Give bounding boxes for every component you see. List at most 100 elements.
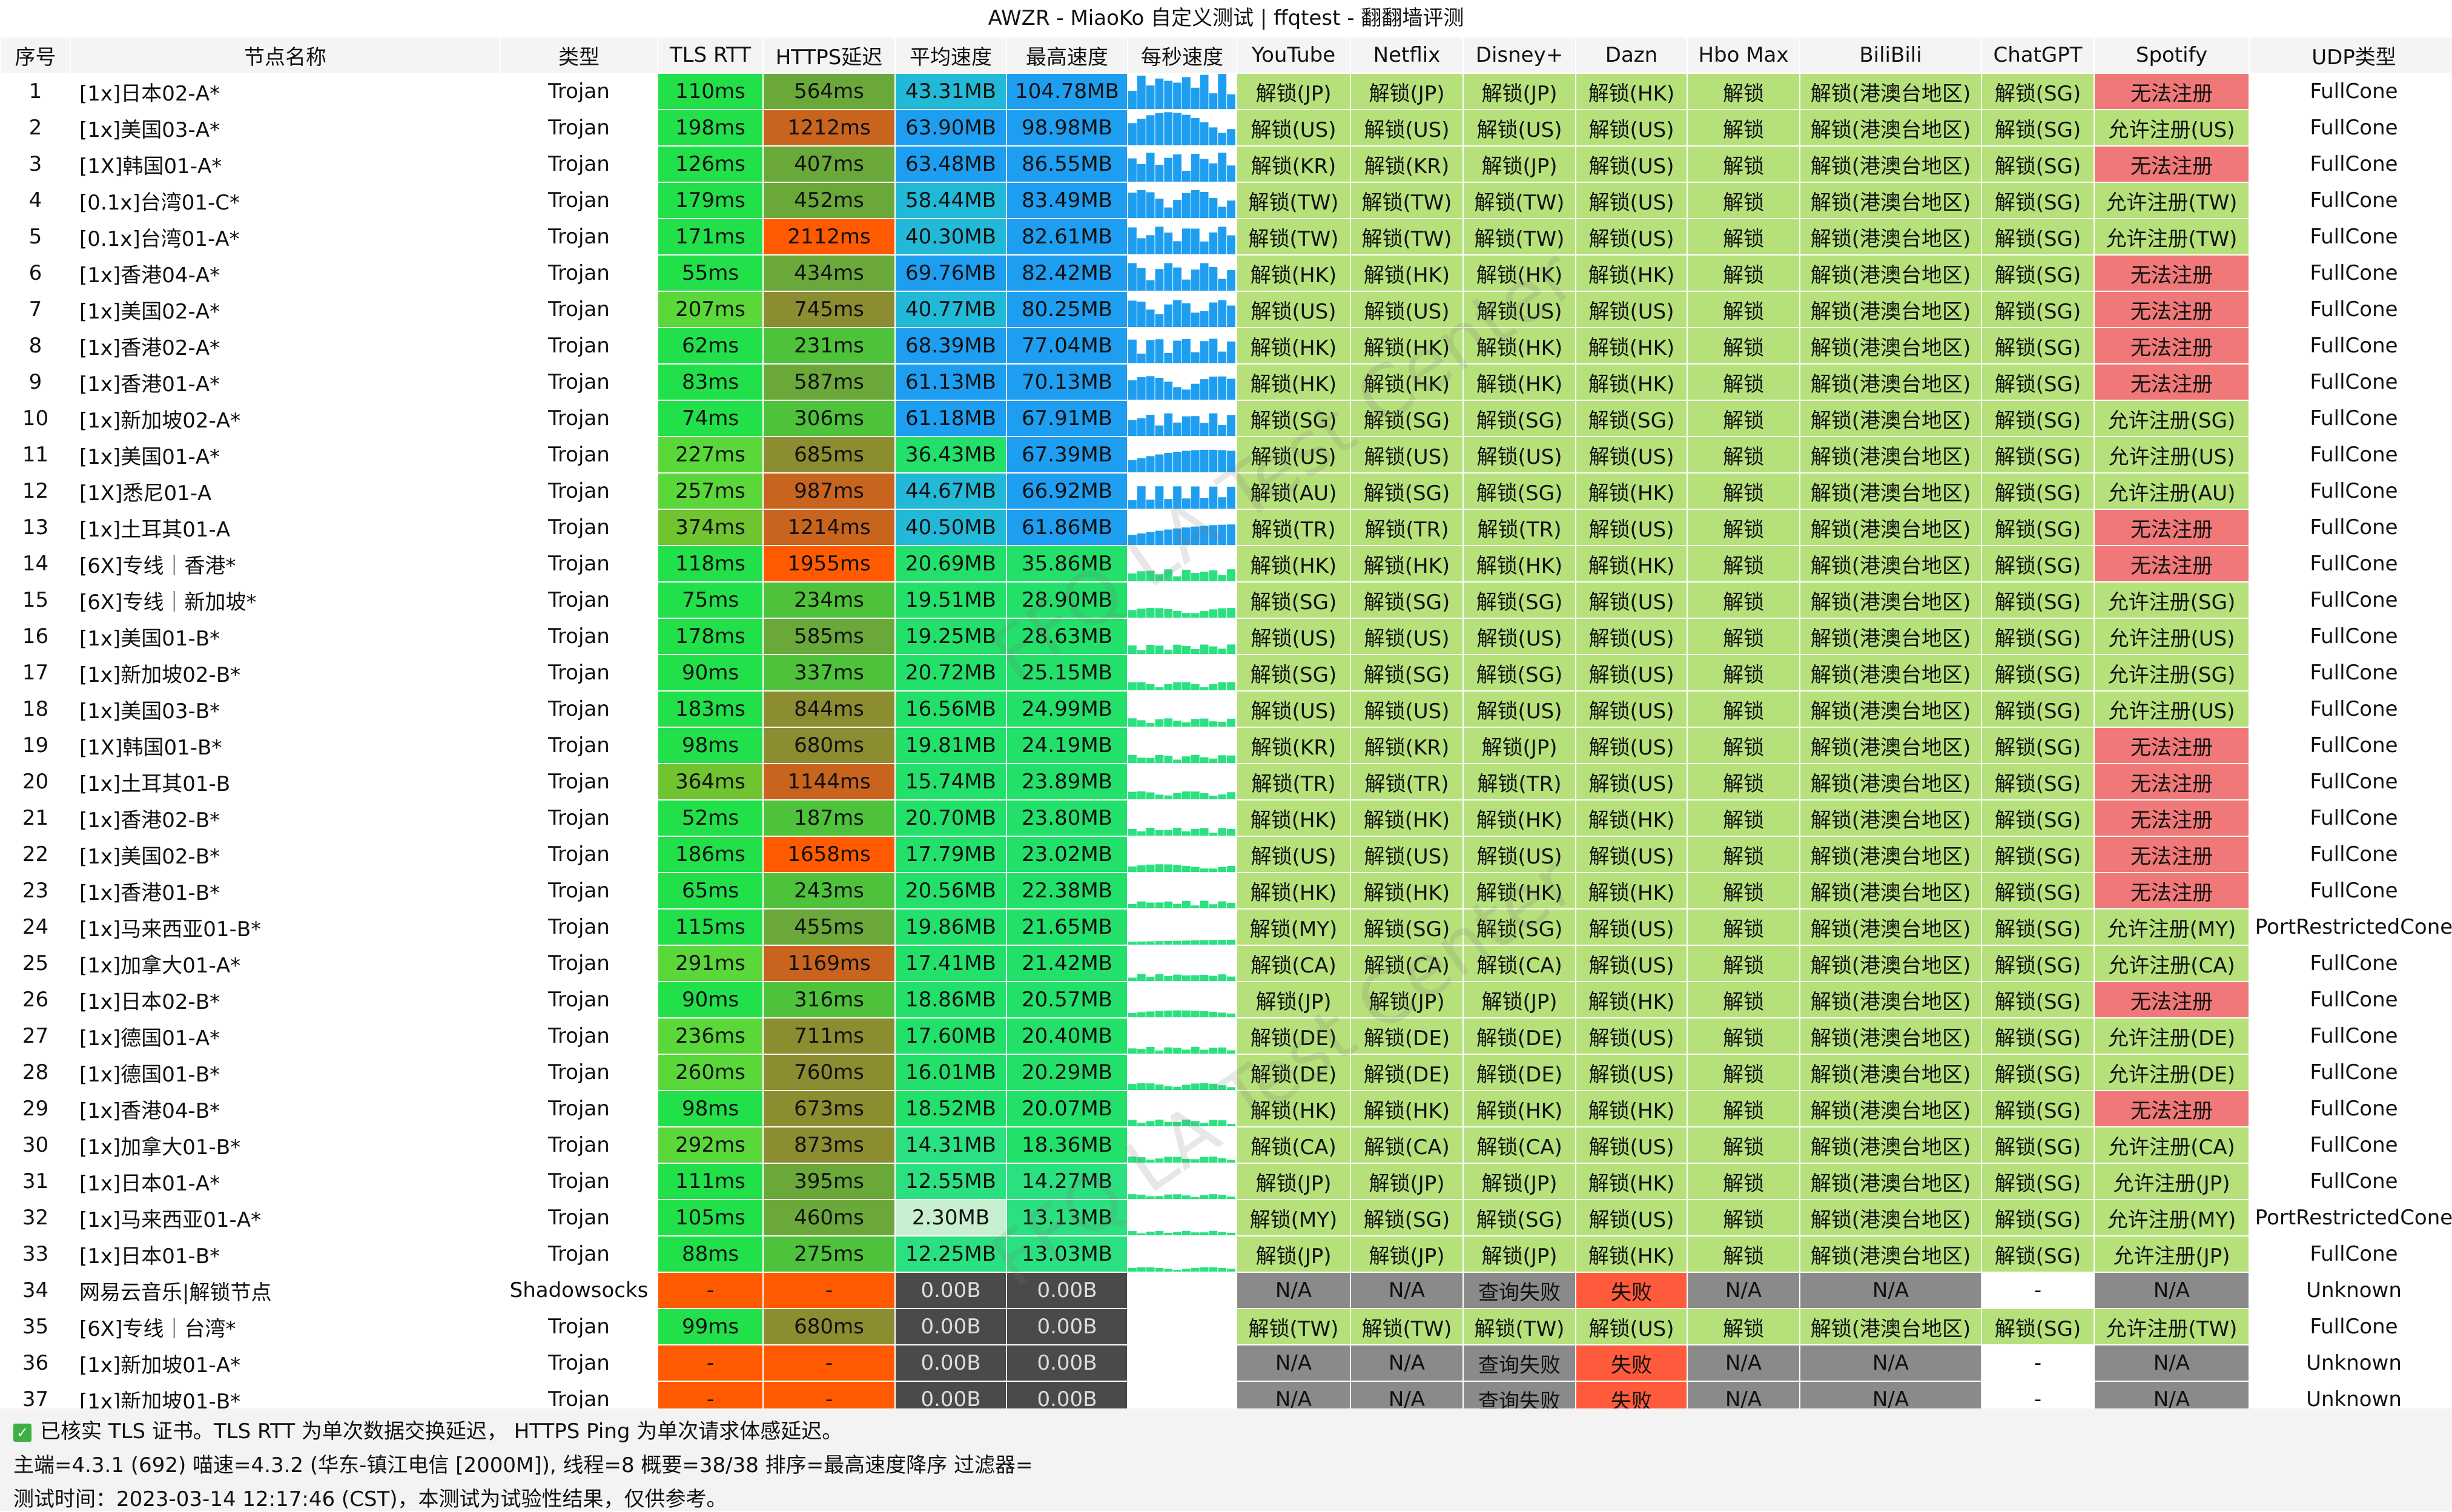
table-row[interactable]: 4 [0.1x]台湾01-C* Trojan 179ms 452ms 58.44MB 83.… — [0, 182, 2452, 219]
col-dazn-header[interactable]: Dazn — [1575, 36, 1688, 74]
table-row[interactable]: 15 [6X]专线｜新加坡* Trojan 75ms 234ms 19.51MB 28.90… — [0, 581, 2452, 619]
table-row[interactable]: 29 [1x]香港04-B* Trojan 98ms 673ms 18.52MB 20.07… — [0, 1090, 2452, 1127]
table-row[interactable]: 10 [1x]新加坡02-A* Trojan 74ms 306ms 61.18MB 67.9… — [0, 400, 2452, 437]
index-cell: 19 — [0, 727, 71, 764]
dazn-cell: 解锁(US) — [1575, 1054, 1688, 1091]
table-row[interactable]: 23 [1x]香港01-B* Trojan 65ms 243ms 20.56MB 22.38… — [0, 872, 2452, 910]
tls-rtt-cell: 74ms — [657, 400, 764, 437]
table-row[interactable]: 19 [1X]韩国01-B* Trojan 98ms 680ms 19.81MB 24.19… — [0, 727, 2452, 764]
node-name-cell: [1x]日本01-B* — [70, 1235, 501, 1273]
table-row[interactable]: 27 [1x]德国01-A* Trojan 236ms 711ms 17.60MB 20.4… — [0, 1017, 2452, 1055]
table-row[interactable]: 28 [1x]德国01-B* Trojan 260ms 760ms 16.01MB 20.2… — [0, 1054, 2452, 1091]
speed-bar — [1182, 416, 1191, 435]
table-row[interactable]: 34 网易云音乐|解锁节点 Shadowsocks - -0.00B 0.00B N/A N/… — [0, 1272, 2452, 1309]
table-row[interactable]: 25 [1x]加拿大01-A* Trojan 291ms 1169ms 17.41MB 21… — [0, 945, 2452, 982]
table-row[interactable]: 22 [1x]美国02-B* Trojan 186ms 1658ms 17.79MB 23.… — [0, 836, 2452, 873]
col-max-speed-header[interactable]: 最高速度 — [1006, 36, 1128, 74]
col-avg-speed-header[interactable]: 平均速度 — [894, 36, 1007, 74]
speed-bar — [1173, 1010, 1182, 1017]
table-row[interactable]: 31 [1x]日本01-A* Trojan 111ms 395ms 12.55MB 14.2… — [0, 1163, 2452, 1200]
table-row[interactable]: 36 [1x]新加坡01-A* Trojan - -0.00B 0.00B N/A N/A 查询… — [0, 1344, 2452, 1382]
col-spotify-header[interactable]: Spotify — [2093, 36, 2250, 74]
https-latency-cell: 434ms — [762, 254, 896, 292]
table-row[interactable]: 20 [1x]土耳其01-B Trojan 364ms 1144ms 15.74MB 23.… — [0, 763, 2452, 801]
speed-bar — [1227, 1050, 1235, 1053]
table-row[interactable]: 13 [1x]土耳其01-A Trojan 374ms 1214ms 40.50MB 61.… — [0, 509, 2452, 546]
table-row[interactable]: 24 [1x]马来西亚01-B* Trojan 115ms 455ms 19.86MB 21… — [0, 908, 2452, 946]
spotify-cell: 无法注册 — [2093, 254, 2250, 292]
table-row[interactable]: 11 [1x]美国01-A* Trojan 227ms 685ms 36.43MB 67.3… — [0, 436, 2452, 474]
max-speed-cell: 24.99MB — [1006, 690, 1128, 728]
col-netflix-header[interactable]: Netflix — [1350, 36, 1464, 74]
col-https-latency-header[interactable]: HTTPS延迟 — [762, 36, 896, 74]
speed-bar — [1129, 1231, 1137, 1235]
per-second-speed-cell — [1127, 472, 1237, 510]
speed-bar — [1182, 756, 1191, 762]
udp-type-cell: FullCone — [2249, 763, 2452, 801]
table-row[interactable]: 9 [1x]香港01-A* Trojan 83ms 587ms 61.13MB 70.13M… — [0, 363, 2452, 401]
col-disney-header[interactable]: Disney+ — [1462, 36, 1576, 74]
col-tls-rtt-header[interactable]: TLS RTT — [657, 36, 764, 74]
table-row[interactable]: 33 [1x]日本01-B* Trojan 88ms 275ms 12.25MB 13.03… — [0, 1235, 2452, 1273]
index-cell: 2 — [0, 109, 71, 147]
col-index-header[interactable]: 序号 — [0, 36, 71, 74]
table-row[interactable]: 5 [0.1x]台湾01-A* Trojan 171ms 2112ms 40.30MB 82… — [0, 218, 2452, 256]
speed-bar — [1146, 570, 1155, 581]
col-type-header[interactable]: 类型 — [500, 36, 658, 74]
speed-bar — [1209, 1012, 1218, 1017]
table-row[interactable]: 14 [6X]专线｜香港* Trojan 118ms 1955ms 20.69MB 35.8… — [0, 545, 2452, 583]
node-name-cell: [1x]美国03-B* — [70, 690, 501, 728]
col-hbo-max-header[interactable]: Hbo Max — [1687, 36, 1800, 74]
speed-bar — [1137, 941, 1146, 944]
table-row[interactable]: 1 [1x]日本02-A* Trojan 110ms 564ms 43.31MB 104.7… — [0, 73, 2452, 110]
speed-bar — [1155, 78, 1164, 108]
table-row[interactable]: 2 [1x]美国03-A* Trojan 198ms 1212ms 63.90MB 98.9… — [0, 109, 2452, 147]
type-cell: Shadowsocks — [500, 1272, 658, 1309]
table-row[interactable]: 16 [1x]美国01-B* Trojan 178ms 585ms 19.25MB 28.6… — [0, 618, 2452, 655]
col-youtube-header[interactable]: YouTube — [1236, 36, 1351, 74]
index-cell: 25 — [0, 945, 71, 982]
speed-bar — [1227, 1232, 1235, 1235]
speed-bar — [1182, 77, 1191, 108]
index-cell: 22 — [0, 836, 71, 873]
speed-bar — [1155, 1196, 1164, 1198]
table-row[interactable]: 3 [1X]韩国01-A* Trojan 126ms 407ms 63.48MB 86.55… — [0, 145, 2452, 183]
table-row[interactable]: 26 [1x]日本02-B* Trojan 90ms 316ms 18.86MB 20.57… — [0, 981, 2452, 1018]
table-row[interactable]: 30 [1x]加拿大01-B* Trojan 292ms 873ms 14.31MB 18.… — [0, 1126, 2452, 1164]
table-row[interactable]: 18 [1x]美国03-B* Trojan 183ms 844ms 16.56MB 24.9… — [0, 690, 2452, 728]
netflix-cell: 解锁(HK) — [1350, 327, 1464, 365]
col-node-name-header[interactable]: 节点名称 — [70, 36, 501, 74]
hbo-max-cell: 解锁 — [1687, 509, 1800, 546]
udp-type-cell: FullCone — [2249, 363, 2452, 401]
speed-bar — [1155, 574, 1164, 581]
netflix-cell: 解锁(SG) — [1350, 654, 1464, 692]
table-row[interactable]: 35 [6X]专线｜台湾* Trojan 99ms 680ms 0.00B 0.00B 解锁(… — [0, 1308, 2452, 1345]
table-row[interactable]: 6 [1x]香港04-A* Trojan 55ms 434ms 69.76MB 82.42M… — [0, 254, 2452, 292]
col-udp-type-header[interactable]: UDP类型 — [2249, 36, 2452, 74]
table-row[interactable]: 7 [1x]美国02-A* Trojan 207ms 745ms 40.77MB 80.25… — [0, 291, 2452, 328]
table-row[interactable]: 21 [1x]香港02-B* Trojan 52ms 187ms 20.70MB 23.80… — [0, 799, 2452, 837]
speed-bar — [1218, 649, 1227, 653]
speed-bar — [1182, 1010, 1191, 1017]
speed-bar — [1155, 454, 1164, 472]
speed-bar — [1227, 755, 1235, 762]
table-row[interactable]: 8 [1x]香港02-A* Trojan 62ms 231ms 68.39MB 77.04M… — [0, 327, 2452, 365]
table-row[interactable]: 32 [1x]马来西亚01-A* Trojan 105ms 460ms 2.30MB 13.… — [0, 1199, 2452, 1236]
table-row[interactable]: 17 [1x]新加坡02-B* Trojan 90ms 337ms 20.72MB 25.1… — [0, 654, 2452, 692]
udp-type-cell: FullCone — [2249, 1126, 2452, 1164]
hbo-max-cell: 解锁 — [1687, 254, 1800, 292]
https-latency-cell: 2112ms — [762, 218, 896, 256]
index-cell: 36 — [0, 1344, 71, 1382]
speed-bar — [1227, 1160, 1235, 1162]
avg-speed-cell: 68.39MB — [894, 327, 1007, 365]
col-chatgpt-header[interactable]: ChatGPT — [1981, 36, 2095, 74]
col-per-second-speed-header[interactable]: 每秒速度 — [1127, 36, 1237, 74]
type-cell: Trojan — [500, 436, 658, 474]
type-cell: Trojan — [500, 1090, 658, 1127]
col-bilibili-header[interactable]: BiliBili — [1799, 36, 1982, 74]
table-row[interactable]: 12 [1X]悉尼01-A Trojan 257ms 987ms 44.67MB 66.92… — [0, 472, 2452, 510]
netflix-cell: 解锁(US) — [1350, 618, 1464, 655]
chatgpt-cell: 解锁(SG) — [1981, 618, 2095, 655]
https-latency-cell: 1144ms — [762, 763, 896, 801]
type-cell: Trojan — [500, 509, 658, 546]
